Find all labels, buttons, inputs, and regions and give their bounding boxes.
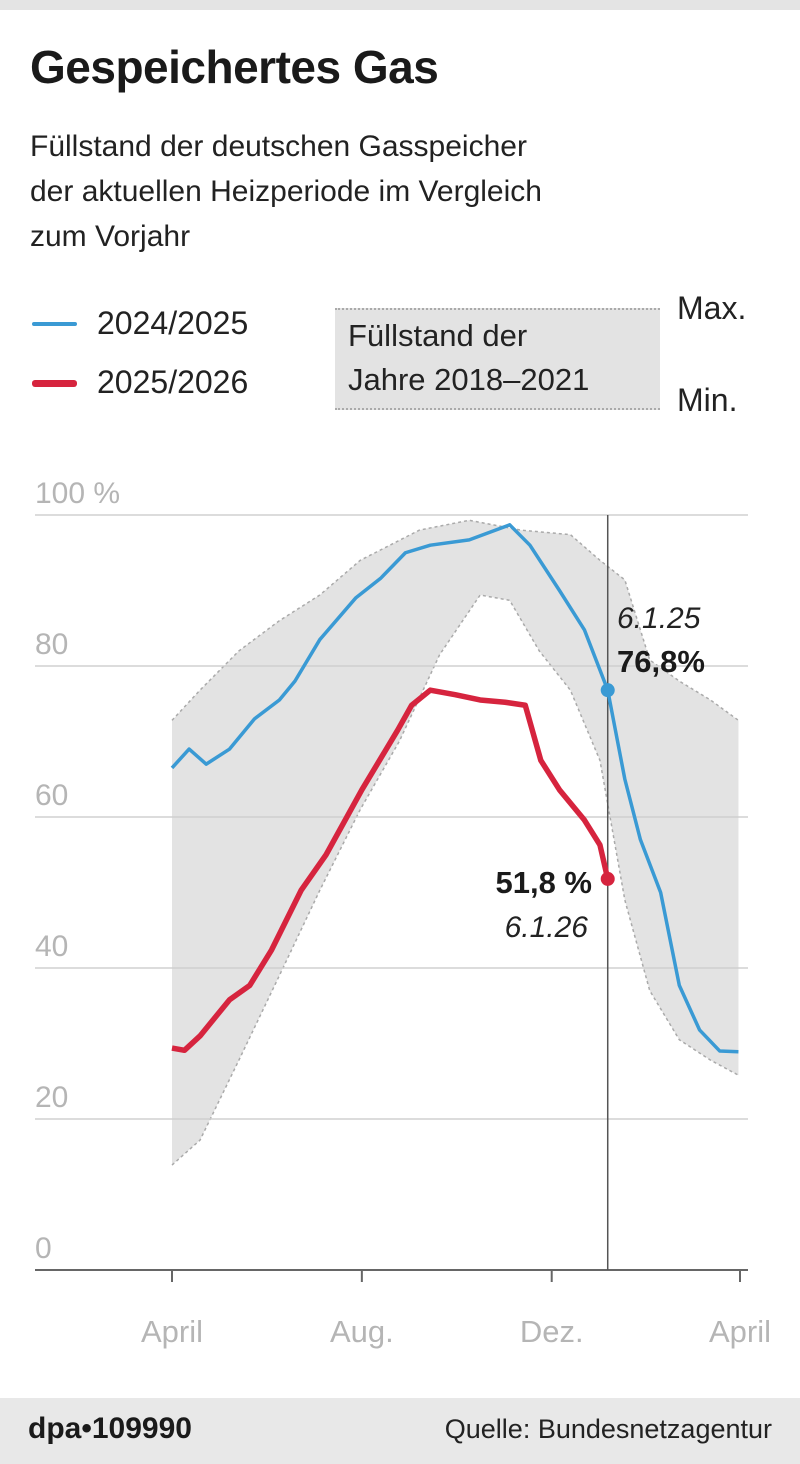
source-label: Quelle: Bundesnetzagentur (444, 1414, 772, 1444)
annotation-value-2025-2026: 51,8 % (495, 865, 592, 900)
annotation-date-2024-2025: 6.1.25 (617, 602, 701, 635)
legend-swatch-2024-2025 (32, 322, 77, 326)
y-tick-label: 0 (35, 1232, 52, 1265)
subtitle-line: zum Vorjahr (30, 220, 191, 253)
legend-band-label: Füllstand der Jahre 2018–2021 (348, 314, 589, 402)
legend-label-2024-2025: 2024/2025 (97, 305, 249, 341)
y-tick-label: 40 (35, 930, 68, 963)
annotation-value-2024-2025: 76,8% (617, 644, 705, 679)
x-tick-label: April (709, 1314, 771, 1349)
x-tick-label: Aug. (330, 1314, 394, 1349)
band-min-line (171, 594, 739, 1166)
top-bar (0, 0, 800, 10)
highlight-point (600, 683, 615, 698)
legend-min-label: Min. (677, 382, 738, 418)
legend-band-line: Jahre 2018–2021 (348, 362, 590, 397)
band-area (172, 520, 739, 1166)
band-max-line (171, 519, 739, 721)
x-tick-label: Dez. (520, 1314, 584, 1349)
annotation-date-2025-2026: 6.1.26 (505, 911, 589, 944)
chart-title: Gespeichertes Gas (30, 41, 439, 93)
legend-band-line: Füllstand der (348, 318, 528, 353)
y-tick-label: 80 (35, 628, 68, 661)
x-tick-label: April (141, 1314, 203, 1349)
chart-subtitle: Füllstand der deutschen Gasspeicher der … (30, 124, 770, 259)
y-tick-label: 60 (35, 779, 68, 812)
y-tick-label: 100 % (35, 477, 120, 510)
y-tick-label: 20 (35, 1081, 68, 1114)
subtitle-line: der aktuellen Heizperiode im Vergleich (30, 175, 542, 208)
highlight-point (600, 871, 615, 886)
legend-swatch-2025-2026 (32, 380, 77, 387)
agency-label: dpa•109990 (28, 1412, 192, 1445)
legend-max-label: Max. (677, 290, 747, 326)
legend-label-2025-2026: 2025/2026 (97, 364, 249, 400)
subtitle-line: Füllstand der deutschen Gasspeicher (30, 130, 527, 163)
footer (0, 1398, 800, 1464)
legend-band-swatch (335, 308, 660, 410)
